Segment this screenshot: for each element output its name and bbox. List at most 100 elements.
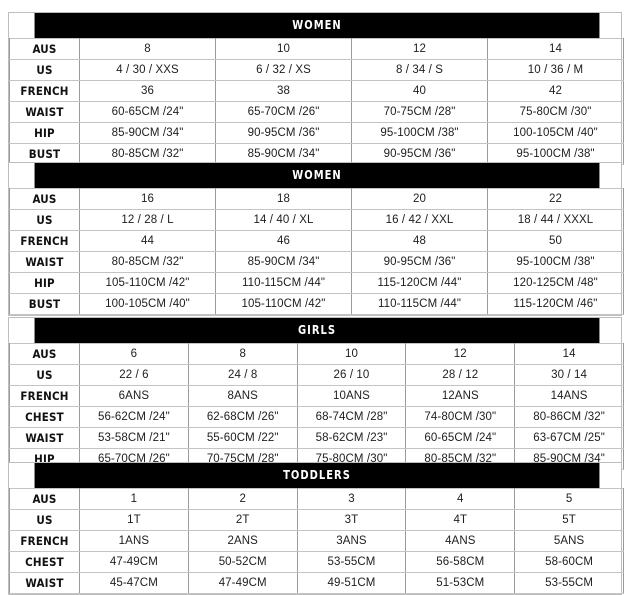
table-girls: GIRLS AUS 6 8 10 12 14 US 22 / 6 24 / 8 26 / 10 28 …: [9, 318, 624, 470]
cell-chest-4: 56-58CM: [405, 551, 516, 573]
cell-hip-2: 90-95CM /36": [215, 122, 352, 144]
cell-aus-3: 20: [351, 188, 488, 210]
cell-us-1: 12 / 28 / L: [79, 209, 216, 231]
size-table-girls: GIRLS AUS 6 8 10 12 14 US 22 / 6 24 / 8 26 / 10 28 …: [8, 317, 624, 471]
cell-hip-1: 85-90CM /34": [79, 122, 216, 144]
cell-french-3: 10ANS: [296, 385, 407, 407]
cell-french-4: 4ANS: [405, 530, 516, 552]
cell-us-4: 28 / 12: [405, 364, 516, 386]
row-label-hip: HIP: [9, 122, 80, 144]
cell-hip-3: 95-100CM /38": [351, 122, 488, 144]
table-row: US 12 / 28 / L 14 / 40 / XL 16 / 42 / XXL 18…: [9, 209, 624, 231]
cell-chest-3: 68-74CM /28": [296, 406, 407, 428]
row-label-aus: AUS: [9, 343, 80, 365]
cell-waist-5: 53-55CM: [514, 572, 625, 594]
table-title-row: TODDLERS: [10, 463, 624, 489]
cell-aus-2: 2: [187, 488, 298, 510]
cell-hip-1: 105-110CM /42": [79, 272, 216, 294]
cell-hip-4: 100-105CM /40": [487, 122, 624, 144]
cell-bust-2: 105-110CM /42": [215, 293, 352, 315]
table-toddlers: TODDLERS AUS 1 2 3 4 5 US 1T 2T 3T 4T 5T FRENCH 1ANS 2A…: [9, 463, 625, 594]
cell-aus-2: 18: [215, 188, 352, 210]
cell-us-4: 18 / 44 / XXXL: [487, 209, 624, 231]
cell-aus-3: 3: [296, 488, 407, 510]
cell-chest-1: 47-49CM: [79, 551, 189, 573]
cell-aus-2: 8: [187, 343, 298, 365]
row-label-waist: WAIST: [9, 572, 80, 594]
cell-us-2: 24 / 8: [187, 364, 298, 386]
cell-aus-1: 8: [79, 38, 216, 60]
table-row: HIP 85-90CM /34" 90-95CM /36" 95-100CM /38"…: [9, 122, 624, 144]
size-table-women-large: WOMEN AUS 16 18 20 22 US 12 / 28 / L 14 / 40 / X…: [8, 162, 624, 316]
cell-chest-3: 53-55CM: [296, 551, 407, 573]
cell-aus-5: 14: [514, 343, 624, 365]
row-label-french: FRENCH: [9, 230, 80, 252]
cell-us-1: 1T: [79, 509, 189, 531]
cell-us-2: 14 / 40 / XL: [215, 209, 352, 231]
cell-waist-4: 60-65CM /24": [405, 427, 516, 449]
cell-chest-1: 56-62CM /24": [79, 406, 189, 428]
table-row: US 1T 2T 3T 4T 5T: [9, 509, 625, 531]
cell-aus-1: 1: [79, 488, 189, 510]
table-row: AUS 16 18 20 22: [9, 188, 624, 210]
cell-hip-2: 110-115CM /44": [215, 272, 352, 294]
table-title-toddlers: TODDLERS: [34, 463, 599, 489]
table-row: BUST 100-105CM /40" 105-110CM /42" 110-115C…: [9, 293, 624, 315]
table-row: AUS 8 10 12 14: [9, 38, 624, 60]
cell-hip-3: 115-120CM /44": [351, 272, 488, 294]
cell-chest-5: 58-60CM: [514, 551, 625, 573]
cell-us-3: 26 / 10: [296, 364, 407, 386]
cell-french-2: 38: [215, 80, 352, 102]
cell-chest-2: 62-68CM /26": [187, 406, 298, 428]
cell-aus-2: 10: [215, 38, 352, 60]
cell-waist-2: 55-60CM /22": [187, 427, 298, 449]
table-title-row: WOMEN: [10, 163, 624, 189]
cell-us-3: 8 / 34 / S: [351, 59, 488, 81]
table-row: US 4 / 30 / XXS 6 / 32 / XS 8 / 34 / S 10 / …: [9, 59, 624, 81]
cell-chest-4: 74-80CM /30": [405, 406, 516, 428]
cell-waist-5: 63-67CM /25": [514, 427, 624, 449]
cell-french-3: 40: [351, 80, 488, 102]
cell-french-2: 8ANS: [187, 385, 298, 407]
cell-waist-2: 47-49CM: [187, 572, 298, 594]
row-label-hip: HIP: [9, 272, 80, 294]
row-label-waist: WAIST: [9, 101, 80, 123]
table-row: US 22 / 6 24 / 8 26 / 10 28 / 12 30 / 14: [9, 364, 624, 386]
table-row: WAIST 60-65CM /24" 65-70CM /26" 70-75CM /28…: [9, 101, 624, 123]
cell-waist-4: 75-80CM /30": [487, 101, 624, 123]
row-label-us: US: [9, 509, 80, 531]
cell-french-4: 12ANS: [405, 385, 516, 407]
cell-waist-4: 51-53CM: [405, 572, 516, 594]
row-label-waist: WAIST: [9, 427, 80, 449]
size-table-women-small: WOMEN AUS 8 10 12 14 US 4 / 30 / XXS 6 / 32 / XS…: [8, 12, 624, 166]
table-row: BUST 80-85CM /32" 85-90CM /34" 90-95CM /36"…: [9, 143, 624, 165]
cell-waist-2: 85-90CM /34": [215, 251, 352, 273]
cell-chest-2: 50-52CM: [187, 551, 298, 573]
table-title-row: GIRLS: [10, 318, 624, 344]
cell-aus-4: 4: [405, 488, 516, 510]
row-label-chest: CHEST: [9, 406, 80, 428]
cell-waist-1: 45-47CM: [79, 572, 189, 594]
cell-french-5: 14ANS: [514, 385, 624, 407]
table-row: WAIST 80-85CM /32" 85-90CM /34" 90-95CM /36…: [9, 251, 624, 273]
size-table-toddlers: TODDLERS AUS 1 2 3 4 5 US 1T 2T 3T 4T 5T FRENCH 1ANS 2A…: [8, 462, 625, 595]
row-label-french: FRENCH: [9, 530, 80, 552]
cell-waist-3: 58-62CM /23": [296, 427, 407, 449]
table-title-women-small: WOMEN: [34, 13, 599, 39]
cell-waist-1: 53-58CM /21": [79, 427, 189, 449]
cell-aus-1: 16: [79, 188, 216, 210]
cell-us-5: 30 / 14: [514, 364, 624, 386]
cell-aus-4: 22: [487, 188, 624, 210]
row-label-bust: BUST: [9, 293, 80, 315]
cell-waist-3: 90-95CM /36": [351, 251, 488, 273]
cell-waist-2: 65-70CM /26": [215, 101, 352, 123]
cell-aus-1: 6: [79, 343, 189, 365]
table-title-girls: GIRLS: [34, 318, 599, 344]
cell-us-1: 4 / 30 / XXS: [79, 59, 216, 81]
row-label-waist: WAIST: [9, 251, 80, 273]
row-label-chest: CHEST: [9, 551, 80, 573]
cell-french-5: 5ANS: [514, 530, 625, 552]
cell-us-5: 5T: [514, 509, 625, 531]
cell-aus-3: 10: [296, 343, 407, 365]
